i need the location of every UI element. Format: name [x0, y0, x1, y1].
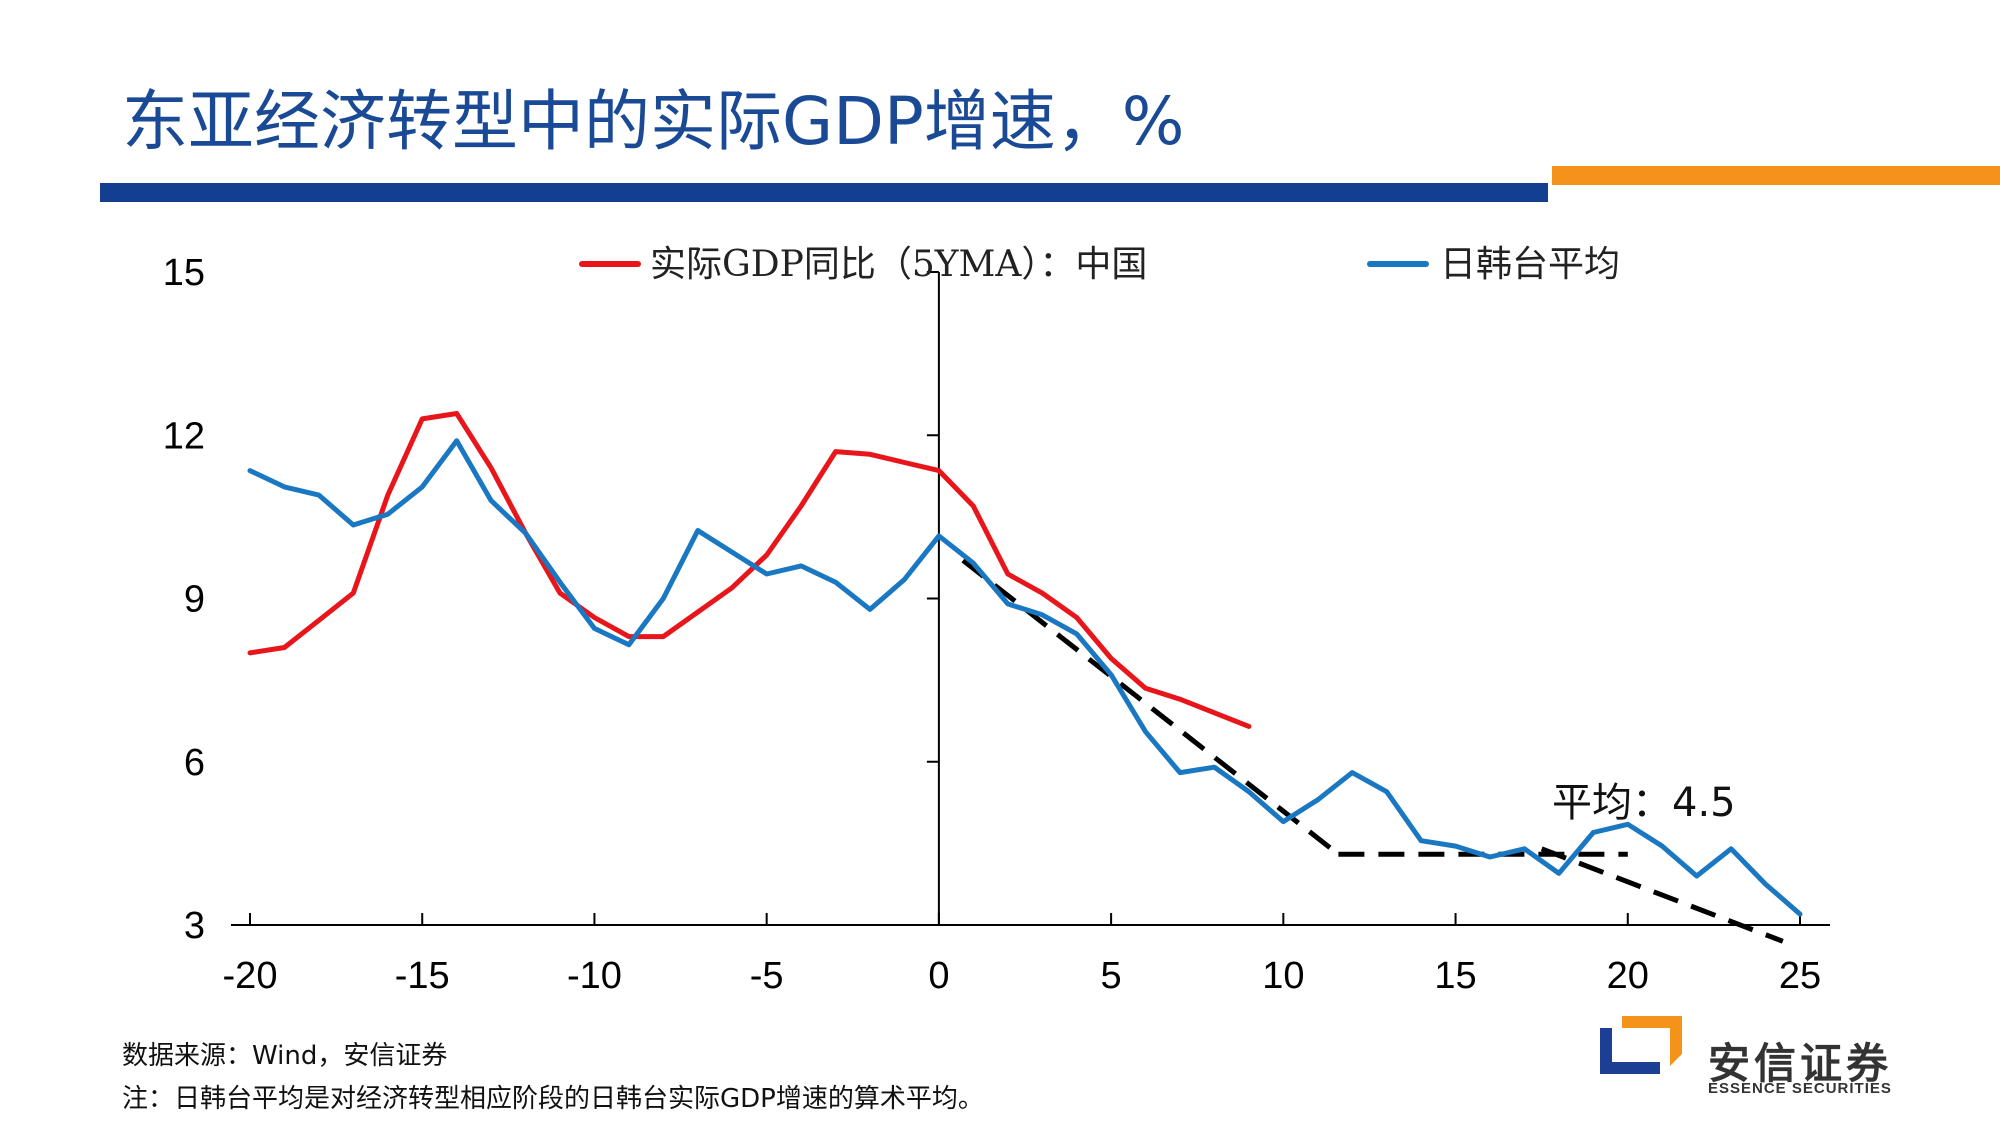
title-underline-blue — [100, 183, 1548, 202]
x-tick-label--15: -15 — [395, 955, 450, 997]
x-tick-label-0: 0 — [928, 955, 949, 997]
x-tick-label-5: 5 — [1101, 955, 1122, 997]
logo-name: 安信证券 — [1708, 1039, 1893, 1088]
legend-label-1: 实际GDP同比（5YMA）：中国 — [650, 244, 1147, 285]
y-tick-label-6: 6 — [184, 742, 205, 784]
trend-line-3 — [1540, 846, 1784, 944]
tick-labels: -20 -15 -10 -5 0 5 10 15 20 25 3 6 9 12 15 — [163, 252, 1821, 997]
china-gdp-line — [247, 411, 1252, 729]
x-tick-label-10: 10 — [1262, 955, 1304, 997]
x-tick-label-25: 25 — [1779, 955, 1821, 997]
annotation-average: 平均：4.5 — [1552, 780, 1736, 826]
footnote-text: 注：日韩台平均是对经济转型相应阶段的日韩台实际GDP增速的算术平均。 — [122, 1084, 984, 1114]
trend-line-1 — [961, 558, 1340, 857]
x-tick-label--5: -5 — [750, 955, 784, 997]
logo-subtitle: ESSENCE SECURITIES — [1708, 1080, 1892, 1097]
legend: 实际GDP同比（5YMA）：中国 日韩台平均 — [579, 244, 1620, 285]
legend-label-2: 日韩台平均 — [1440, 244, 1620, 285]
y-tick-label-15: 15 — [163, 252, 205, 294]
x-tick-label-20: 20 — [1607, 955, 1649, 997]
y-tick-label-12: 12 — [163, 415, 205, 457]
data-source-text: 数据来源：Wind，安信证券 — [122, 1041, 448, 1071]
chart-axes — [231, 271, 1830, 926]
y-tick-label-9: 9 — [184, 579, 205, 621]
x-tick-label-15: 15 — [1434, 955, 1476, 997]
jkt-average-line — [247, 438, 1803, 917]
essence-logo-icon — [1600, 1016, 1682, 1074]
x-tick-label--10: -10 — [567, 955, 622, 997]
y-tick-label-3: 3 — [184, 905, 205, 947]
trend-lines — [961, 558, 1784, 944]
page-title: 东亚经济转型中的实际GDP增速，% — [122, 83, 1185, 160]
title-underline-orange — [1552, 166, 2000, 185]
annotations: 平均：4.5 — [1552, 780, 1736, 826]
x-tick-label--20: -20 — [223, 955, 278, 997]
series-lines — [247, 411, 1803, 917]
